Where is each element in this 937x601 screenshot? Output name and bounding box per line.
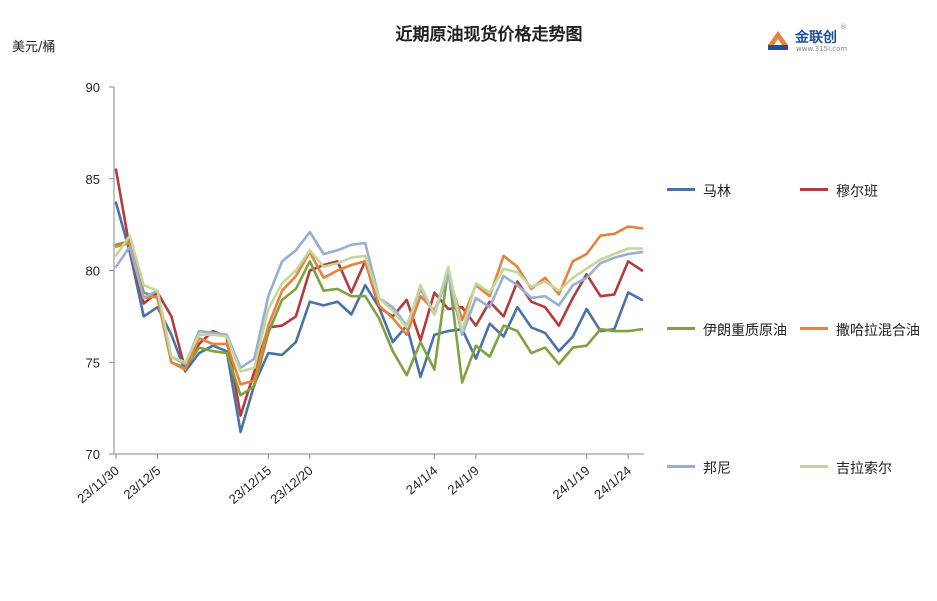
y-tick-label: 85 <box>86 172 100 187</box>
y-tick-label: 80 <box>86 264 100 279</box>
legend-label: 邦尼 <box>703 461 731 477</box>
legend-swatch <box>667 188 695 191</box>
logo-name: 金联创 <box>795 30 837 46</box>
series-line-3 <box>114 239 644 397</box>
legend-label: 伊朗重质原油 <box>703 323 787 339</box>
logo-registered-mark: ® <box>840 23 847 31</box>
legend-swatch <box>667 327 695 330</box>
legend-label: 穆尔班 <box>836 184 878 200</box>
x-tick-label: 23/12/20 <box>267 463 315 507</box>
chart-title: 近期原油现货价格走势图 <box>395 25 583 45</box>
y-tick-label: 90 <box>86 80 100 95</box>
logo-mark-icon <box>768 31 788 50</box>
x-tick-label: 24/1/9 <box>444 463 481 498</box>
legend-label: 吉拉索尔 <box>836 461 892 477</box>
x-tick-label: 24/1/4 <box>403 463 440 498</box>
legend-label: 马林 <box>703 184 731 200</box>
series-line-6 <box>114 234 644 373</box>
y-tick-label: 70 <box>86 447 100 462</box>
series-line-2 <box>114 168 644 417</box>
legend-swatch <box>667 465 695 468</box>
x-tick-label: 23/12/5 <box>121 463 164 502</box>
legend-swatch <box>800 465 828 468</box>
x-tick-label: 24/1/24 <box>591 463 634 502</box>
y-axis-unit: 美元/桶 <box>12 40 56 55</box>
x-tick-label: 23/11/30 <box>74 463 122 506</box>
x-tick-label: 23/12/15 <box>226 463 274 507</box>
legend-label: 撒哈拉混合油 <box>836 323 920 339</box>
x-tick-label: 24/1/19 <box>550 463 593 502</box>
legend-swatch <box>800 188 828 191</box>
logo-url: www.315i.com <box>796 45 848 53</box>
y-tick-label: 75 <box>86 355 100 370</box>
legend-swatch <box>800 327 828 330</box>
